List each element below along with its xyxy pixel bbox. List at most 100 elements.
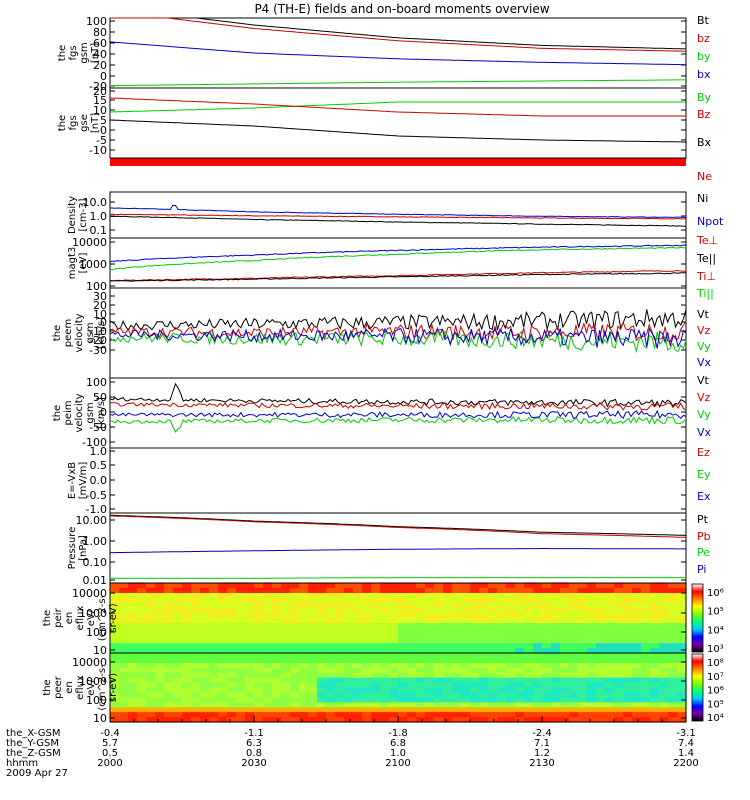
spectrogram-cell <box>326 613 336 619</box>
spectrogram-cell <box>497 598 507 604</box>
spectrogram-cell <box>272 648 282 654</box>
spectrogram-cell <box>479 618 489 624</box>
spectrogram-cell <box>434 598 444 604</box>
spectrogram-cell <box>497 707 507 713</box>
spectrogram-cell <box>596 588 606 594</box>
spectrogram-cell <box>398 682 408 689</box>
spectrogram-cell <box>272 697 282 703</box>
spectrogram-cell <box>614 692 624 698</box>
spectrogram-cell <box>299 702 309 708</box>
y-axis-label-line: velocity <box>74 313 85 352</box>
spectrogram-cell <box>407 707 417 713</box>
spectrogram-cell <box>677 628 687 634</box>
y-axis-label-line: [nT] <box>90 113 101 133</box>
spectrogram-cell <box>470 618 480 624</box>
spectrogram-cell <box>191 702 201 708</box>
spectrogram-cell <box>524 707 534 713</box>
spectrogram-cell <box>479 662 489 669</box>
spectrogram-cell <box>263 588 273 594</box>
spectrogram-cell <box>326 593 336 599</box>
spectrogram-cell <box>146 588 156 594</box>
series-ni-line <box>109 215 687 227</box>
spectrogram-cell <box>164 677 174 684</box>
spectrogram-cell <box>218 603 228 609</box>
spectrogram-cell <box>398 598 408 604</box>
spectrogram-cell <box>389 687 399 693</box>
spectrogram-cell <box>533 603 543 609</box>
spectrogram-cell <box>623 653 633 659</box>
spectrogram-cell <box>263 692 273 698</box>
spectrogram-cell <box>173 717 183 723</box>
spectrogram-cell <box>128 667 138 674</box>
spectrogram-cell <box>416 687 426 693</box>
spectrogram-cell <box>560 593 570 599</box>
spectrogram-cell <box>110 702 120 708</box>
spectrogram-cell <box>416 653 426 659</box>
y-axis-label-line: the <box>57 45 68 61</box>
spectrogram-cell <box>623 682 633 689</box>
spectrogram-cell <box>281 672 291 679</box>
spectrogram-cell <box>578 623 588 629</box>
spectrogram-cell <box>425 603 435 609</box>
spectrogram-cell <box>191 643 201 649</box>
spectrogram-cell <box>137 692 147 698</box>
spectrogram-cell <box>452 603 462 609</box>
spectrogram-cell <box>110 672 120 679</box>
spectrogram-cell <box>677 613 687 619</box>
spectrogram-cell <box>164 603 174 609</box>
spectrogram-cell <box>110 712 120 718</box>
spectrogram-cell <box>380 618 390 624</box>
spectrogram-cell <box>506 623 516 629</box>
spectrogram-cell <box>200 628 210 634</box>
spectrogram-cell <box>542 588 552 594</box>
spectrogram-cell <box>407 588 417 594</box>
spectrogram-cell <box>650 667 660 674</box>
spectrogram-cell <box>578 613 588 619</box>
spectrogram-cell <box>344 633 354 639</box>
spectrogram-cell <box>380 588 390 594</box>
spectrogram-cell <box>299 662 309 669</box>
spectrogram-cell <box>380 697 390 703</box>
spectrogram-cell <box>290 677 300 684</box>
y-tick-label: 10 <box>93 104 107 117</box>
spectrogram-cell <box>173 603 183 609</box>
spectrogram-cell <box>416 672 426 679</box>
y-tick-label: 0 <box>100 70 107 83</box>
spectrogram-cell <box>677 687 687 693</box>
spectrogram-cell <box>668 702 678 708</box>
spectrogram-cell <box>425 682 435 689</box>
spectrogram-cell <box>551 643 561 649</box>
spectrogram-cell <box>263 717 273 723</box>
spectrogram-cell <box>164 702 174 708</box>
spectrogram-cell <box>191 657 201 664</box>
spectrogram-cell <box>641 583 651 589</box>
spectrogram-cell <box>200 643 210 649</box>
spectrogram-cell <box>335 583 345 589</box>
spectrogram-cell <box>137 603 147 609</box>
spectrogram-cell <box>236 633 246 639</box>
spectrogram-cell <box>677 672 687 679</box>
spectrogram-cell <box>416 648 426 654</box>
spectrogram-cell <box>596 593 606 599</box>
spectrogram-cell <box>146 667 156 674</box>
spectrogram-cell <box>569 638 579 644</box>
spectrogram-cell <box>281 682 291 689</box>
colorbar-label: 10⁵ <box>707 699 724 710</box>
y-axis-label-line: the <box>57 115 68 131</box>
spectrogram-cell <box>191 583 201 589</box>
spectrogram-cell <box>515 593 525 599</box>
spectrogram-cell <box>497 702 507 708</box>
spectrogram-cell <box>506 657 516 664</box>
spectrogram-cell <box>542 623 552 629</box>
y-axis-label-line: [nT] <box>90 43 101 63</box>
spectrogram-cell <box>587 613 597 619</box>
spectrogram-cell <box>533 667 543 674</box>
spectrogram-cell <box>668 707 678 713</box>
spectrogram-peir-eflux <box>110 583 687 654</box>
spectrogram-cell <box>353 653 363 659</box>
spectrogram-cell <box>452 628 462 634</box>
spectrogram-cell <box>182 712 192 718</box>
spectrogram-cell <box>479 692 489 698</box>
spectrogram-cell <box>353 682 363 689</box>
spectrogram-cell <box>290 672 300 679</box>
